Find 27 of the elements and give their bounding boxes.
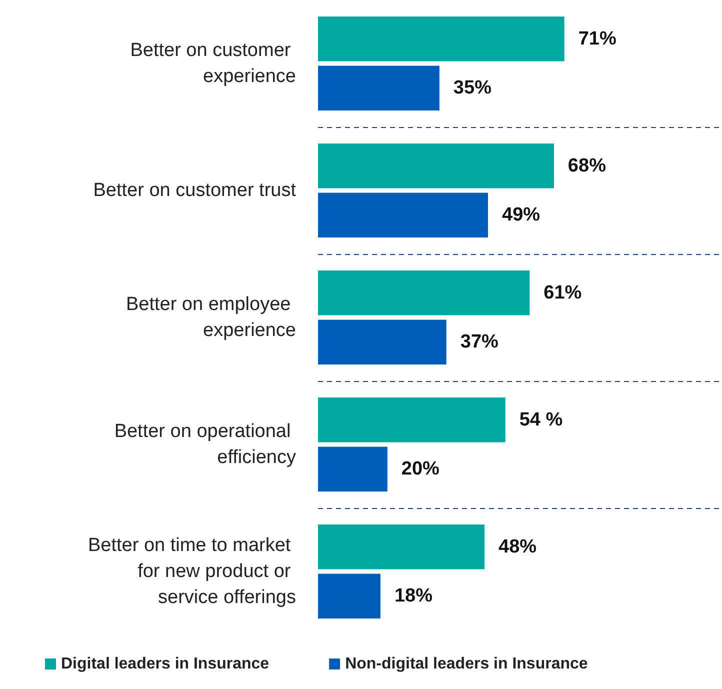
bar xyxy=(318,320,446,364)
legend-label: Non-digital leaders in Insurance xyxy=(345,656,588,672)
bar xyxy=(318,524,485,570)
bar xyxy=(318,446,388,492)
bar xyxy=(318,574,380,618)
data-label: 49% xyxy=(502,204,540,226)
bar xyxy=(318,66,440,110)
y-tick-label: Better on customer trust xyxy=(93,180,297,201)
data-label: 35% xyxy=(453,78,492,99)
data-label: 48% xyxy=(498,536,537,558)
data-label: 71% xyxy=(578,28,616,50)
y-tick-label: Better on customer experience xyxy=(130,40,296,87)
bar xyxy=(318,270,530,316)
bar xyxy=(318,398,506,442)
data-label: 68% xyxy=(568,155,606,176)
data-label: 20% xyxy=(401,458,440,480)
y-tick-label: Better on employee experience xyxy=(126,294,296,341)
bar xyxy=(318,192,488,238)
data-label: 54 % xyxy=(519,409,563,430)
data-label: 18% xyxy=(394,586,433,607)
data-label: 37% xyxy=(460,332,499,353)
y-tick-label: Better on operational efficiency xyxy=(114,421,296,468)
legend-label: Digital leaders in Insurance xyxy=(61,656,270,672)
bar xyxy=(318,144,554,188)
data-label: 61% xyxy=(544,282,582,304)
y-tick-label: Better on time to market for new product or service offerings xyxy=(88,535,296,608)
bar xyxy=(318,16,564,62)
